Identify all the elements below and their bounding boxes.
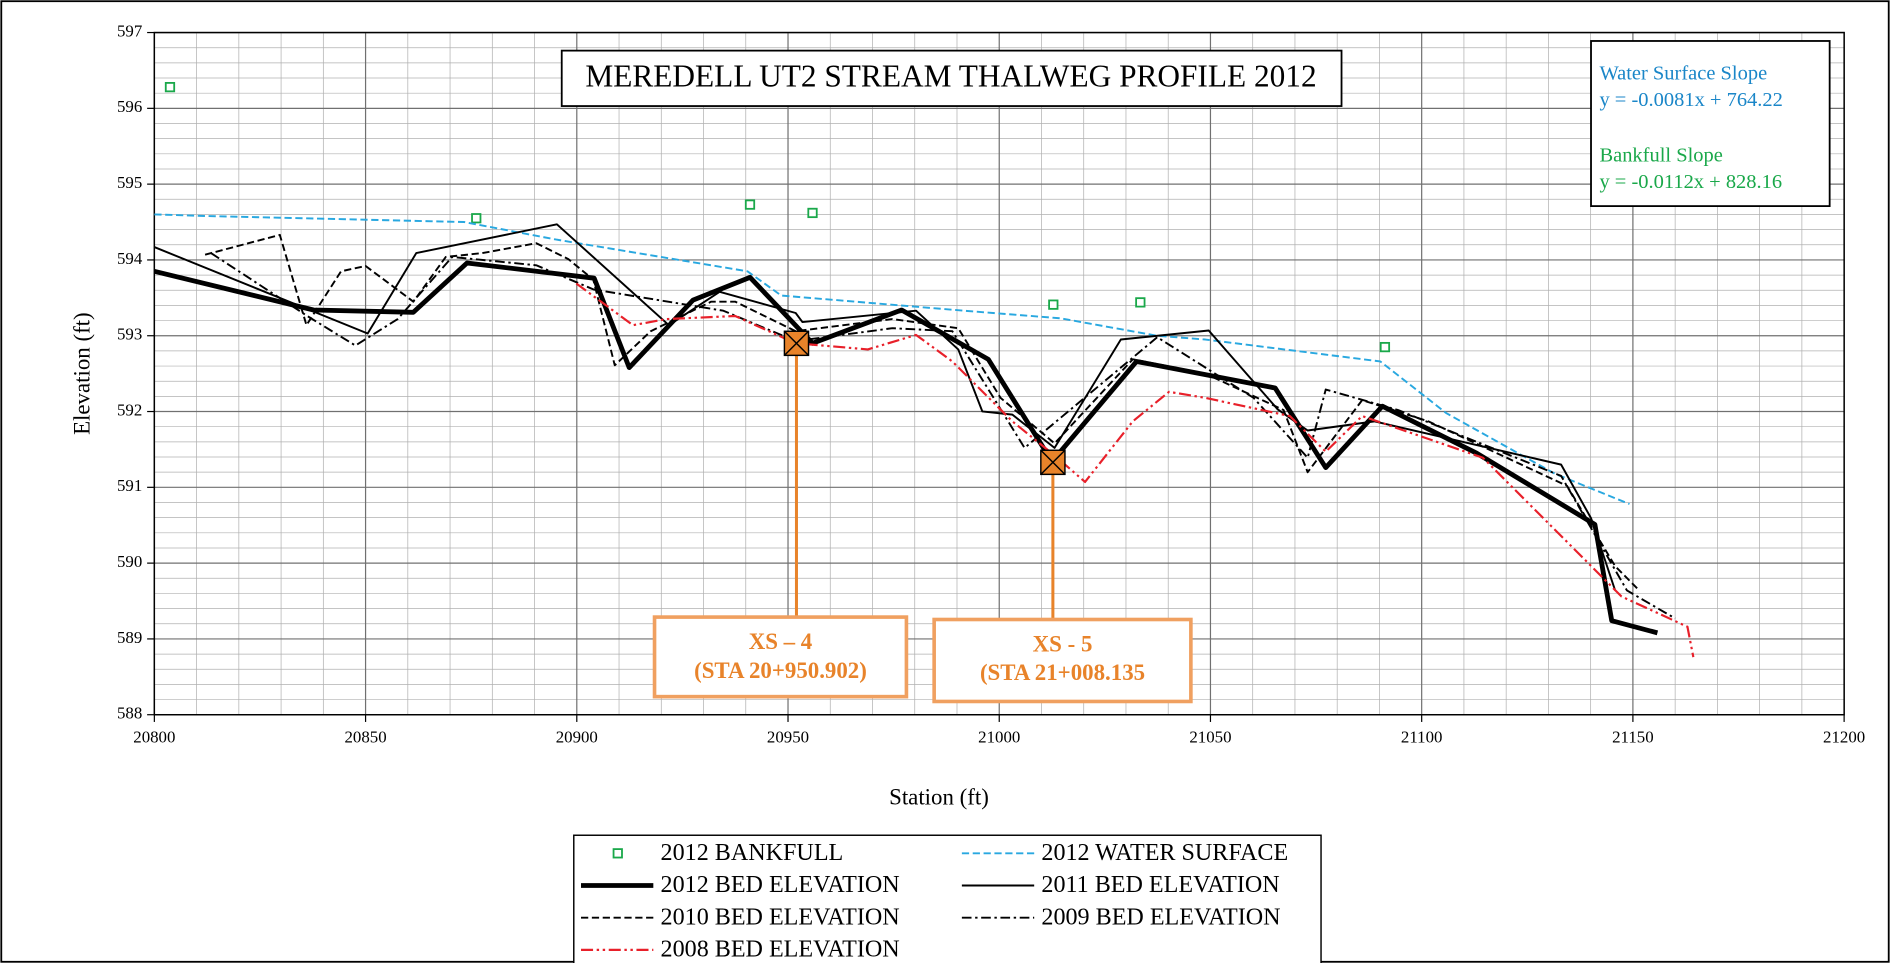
equation-box — [1590, 40, 1831, 208]
legend-label: 2012 WATER SURFACE — [1041, 840, 1288, 866]
xs-box — [652, 615, 909, 699]
series-line — [153, 260, 1659, 636]
plot-frame — [153, 31, 1845, 716]
xs-station: (STA 21+008.135 — [980, 660, 1145, 685]
legend-label: 2009 BED ELEVATION — [1041, 904, 1280, 930]
y-tick-label: 596 — [117, 97, 142, 116]
x-tick-label: 21150 — [1612, 728, 1654, 747]
chart-title: MEREDELL UT2 STREAM THALWEG PROFILE 2012 — [585, 59, 1316, 94]
legend-swatch — [612, 848, 623, 859]
legend-label: 2008 BED ELEVATION — [661, 937, 900, 963]
x-tick-label: 21000 — [978, 728, 1020, 747]
legend-entries: 2012 BANKFULL 2012 WATER SURFACE 2012 BED … — [581, 840, 1288, 963]
series-line — [204, 233, 1640, 592]
bankfull-point — [1379, 341, 1391, 353]
cross-sections: XS – 4 (STA 20+950.902) XS - 5 (STA 21+008.… — [652, 330, 1193, 704]
xs-box — [932, 617, 1193, 704]
y-tick-label: 595 — [117, 173, 142, 192]
y-tick-label: 591 — [117, 476, 142, 495]
bankfull-point — [1048, 299, 1059, 310]
xs-marker-cross — [783, 330, 810, 356]
y-tick-label: 592 — [117, 400, 142, 419]
x-tick-label: 21100 — [1401, 728, 1443, 747]
plot — [153, 81, 1695, 658]
bankfull-point — [471, 213, 482, 224]
x-tick-label: 20800 — [133, 728, 175, 747]
x-tick-label: 21200 — [1823, 728, 1865, 747]
legend-label: 2012 BED ELEVATION — [661, 872, 900, 898]
x-tick-label: 21050 — [1189, 728, 1231, 747]
y-tick-label: 594 — [117, 249, 143, 268]
y-tick-label: 588 — [117, 704, 142, 723]
legend-label: 2012 BANKFULL — [661, 840, 844, 866]
legend — [573, 834, 1322, 963]
y-axis-label: Elevation (ft) — [70, 312, 95, 435]
y-tick-label: 589 — [117, 628, 142, 647]
bankfull-point — [1135, 297, 1146, 308]
xs-marker-cross — [1040, 449, 1066, 475]
bankfull-point — [744, 199, 756, 210]
xs-name: XS – 4 — [749, 629, 813, 654]
legend-label: 2010 BED ELEVATION — [661, 904, 900, 930]
equation-text: y = -0.0081x + 764.22 — [1599, 89, 1782, 111]
series-line — [154, 213, 1630, 505]
x-tick-label: 20850 — [344, 728, 386, 747]
equation-text: y = -0.0112x + 828.16 — [1599, 171, 1782, 193]
series-line — [210, 252, 1676, 620]
y-tick-label: 590 — [117, 552, 142, 571]
y-tick-label: 593 — [117, 325, 142, 344]
x-tick-label: 20900 — [556, 728, 598, 747]
x-tick-label: 20950 — [767, 728, 809, 747]
xs-name: XS - 5 — [1033, 631, 1093, 656]
x-axis-label: Station (ft) — [889, 784, 989, 809]
bankfull-point — [807, 207, 818, 219]
equation-name: Water Surface Slope — [1599, 62, 1767, 84]
equation-name: Bankfull Slope — [1599, 144, 1722, 166]
legend-label: 2011 BED ELEVATION — [1041, 872, 1279, 898]
bankfull-point — [164, 81, 176, 93]
y-tick-label: 597 — [117, 21, 142, 40]
xs-station: (STA 20+950.902) — [694, 658, 867, 683]
title-box — [560, 49, 1343, 107]
